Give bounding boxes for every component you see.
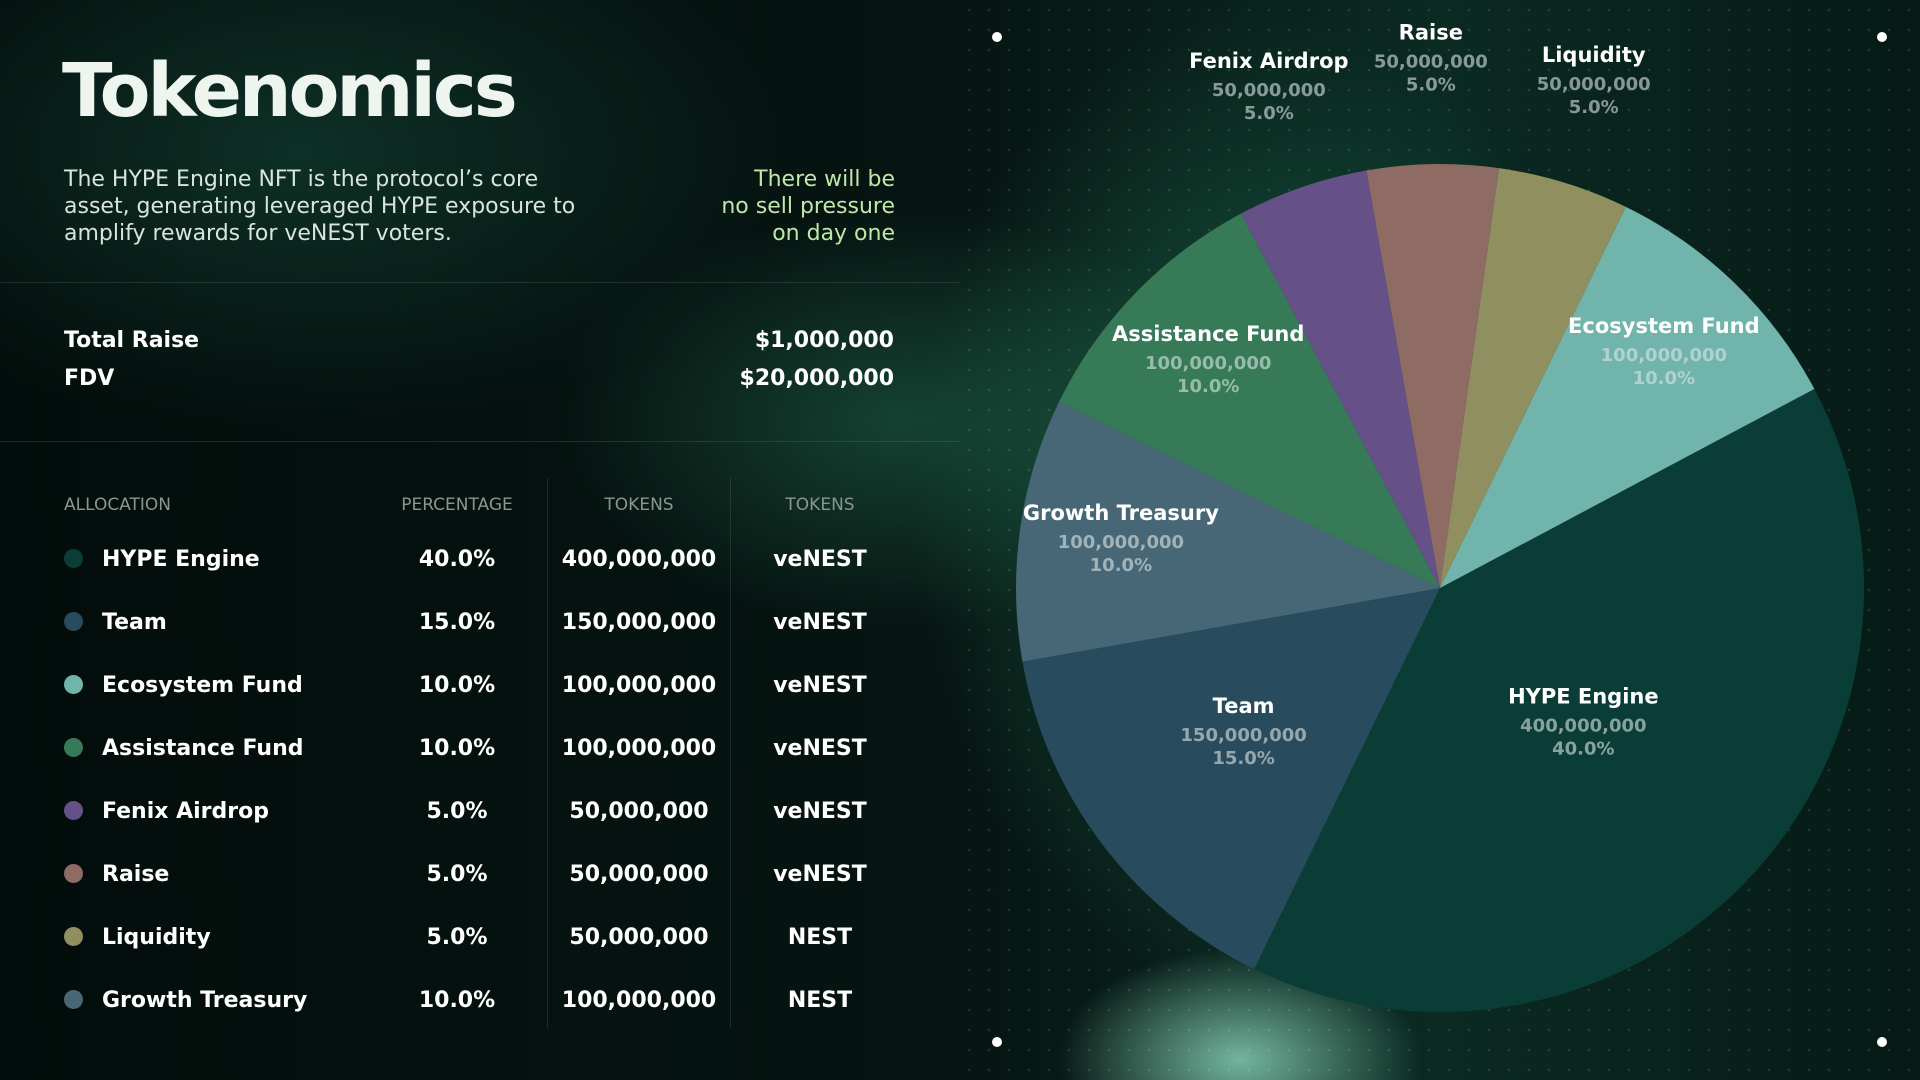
- pie-slice: [1058, 213, 1440, 588]
- stat-label: Total Raise: [64, 328, 200, 353]
- column-divider: [547, 478, 548, 1028]
- table-cell: 150,000,000: [561, 610, 717, 635]
- table-cell: NEST: [787, 925, 853, 950]
- legend-dot: [64, 612, 83, 631]
- column-header: TOKENS: [785, 495, 855, 515]
- legend-dot: [64, 801, 83, 820]
- slice-percent: 5.0%: [1244, 103, 1294, 124]
- table-cell: 50,000,000: [569, 799, 709, 824]
- table-cell: Growth Treasury: [102, 988, 308, 1013]
- table-cell: 15.0%: [418, 610, 496, 635]
- separator: [0, 282, 959, 283]
- text-line: asset, generating leveraged HYPE exposur…: [64, 194, 576, 219]
- table-cell: 10.0%: [418, 736, 496, 761]
- legend-dot: [64, 927, 83, 946]
- text-line: amplify rewards for veNEST voters.: [64, 221, 452, 246]
- table-cell: Team: [102, 610, 167, 635]
- text-line: The HYPE Engine NFT is the protocol’s co…: [64, 167, 539, 192]
- table-cell: NEST: [787, 988, 853, 1013]
- slice-label: Team: [1213, 694, 1275, 718]
- pie-slice: [1366, 164, 1500, 588]
- slice-percent: 10.0%: [1090, 555, 1152, 576]
- corner-dot: [1877, 1037, 1887, 1047]
- column-header: TOKENS: [604, 495, 674, 515]
- table-cell: veNEST: [773, 610, 867, 635]
- slice-label: Raise: [1399, 20, 1463, 44]
- table-cell: Assistance Fund: [102, 736, 304, 761]
- table-cell: Ecosystem Fund: [102, 673, 303, 698]
- slice-amount: 50,000,000: [1212, 80, 1326, 101]
- table-cell: 40.0%: [418, 547, 496, 572]
- legend-dot: [64, 549, 83, 568]
- table-cell: 10.0%: [418, 673, 496, 698]
- table-cell: Raise: [102, 862, 170, 887]
- slice-percent: 15.0%: [1212, 748, 1274, 769]
- stat-value: $20,000,000: [739, 366, 894, 391]
- text-line: There will be: [754, 167, 895, 192]
- table-cell: veNEST: [773, 736, 867, 761]
- table-cell: veNEST: [773, 799, 867, 824]
- corner-dot: [992, 32, 1002, 42]
- table-cell: 100,000,000: [561, 673, 717, 698]
- corner-dot: [992, 1037, 1002, 1047]
- column-header: PERCENTAGE: [401, 495, 513, 515]
- legend-dot: [64, 675, 83, 694]
- corner-dot: [1877, 32, 1887, 42]
- pie-slice: [1440, 206, 1815, 589]
- table-cell: 100,000,000: [561, 736, 717, 761]
- slice-amount: 400,000,000: [1520, 715, 1646, 736]
- slice-percent: 10.0%: [1633, 368, 1695, 389]
- slice-amount: 100,000,000: [1601, 345, 1727, 366]
- slice-percent: 10.0%: [1177, 376, 1239, 397]
- text-line: no sell pressure: [721, 194, 895, 219]
- table-cell: 5.0%: [426, 925, 488, 950]
- legend-dot: [64, 738, 83, 757]
- slice-percent: 40.0%: [1552, 738, 1614, 759]
- slice-amount: 100,000,000: [1145, 353, 1271, 374]
- table-cell: 10.0%: [418, 988, 496, 1013]
- slice-percent: 5.0%: [1569, 97, 1619, 118]
- slice-amount: 100,000,000: [1058, 532, 1184, 553]
- table-cell: Fenix Airdrop: [102, 799, 269, 824]
- pie-slice: [1240, 170, 1440, 588]
- slice-percent: 5.0%: [1406, 74, 1456, 95]
- pie-slice: [1016, 402, 1440, 662]
- note: There will be no sell pressure on day on…: [721, 166, 895, 247]
- title: Tokenomics: [62, 48, 518, 134]
- slice-label: Assistance Fund: [1112, 322, 1304, 346]
- table-cell: veNEST: [773, 547, 867, 572]
- table-cell: 100,000,000: [561, 988, 717, 1013]
- table-cell: 50,000,000: [569, 925, 709, 950]
- table-cell: 50,000,000: [569, 862, 709, 887]
- table-cell: veNEST: [773, 673, 867, 698]
- table-cell: 5.0%: [426, 799, 488, 824]
- table-cell: 400,000,000: [561, 547, 717, 572]
- column-header: ALLOCATION: [64, 495, 172, 515]
- slice-label: Ecosystem Fund: [1568, 314, 1760, 338]
- stat-value: $1,000,000: [754, 328, 894, 353]
- pie-slice: [1440, 168, 1626, 588]
- slice-amount: 50,000,000: [1374, 51, 1488, 72]
- slice-label: Liquidity: [1542, 43, 1646, 67]
- legend-dot: [64, 990, 83, 1009]
- pie-slice: [1022, 588, 1440, 970]
- pie-slice: [1254, 388, 1864, 1012]
- text-line: on day one: [772, 221, 895, 246]
- legend-dot: [64, 864, 83, 883]
- table-cell: Liquidity: [102, 925, 211, 950]
- slice-label: Fenix Airdrop: [1189, 49, 1348, 73]
- table-cell: 5.0%: [426, 862, 488, 887]
- description: The HYPE Engine NFT is the protocol’s co…: [64, 166, 575, 247]
- slice-label: HYPE Engine: [1508, 684, 1659, 708]
- table-cell: HYPE Engine: [102, 547, 260, 572]
- stat-label: FDV: [64, 366, 115, 391]
- separator: [0, 441, 959, 442]
- slice-amount: 50,000,000: [1537, 74, 1651, 95]
- column-divider: [730, 478, 731, 1028]
- table-cell: veNEST: [773, 862, 867, 887]
- slice-label: Growth Treasury: [1023, 501, 1219, 525]
- slice-amount: 150,000,000: [1180, 725, 1306, 746]
